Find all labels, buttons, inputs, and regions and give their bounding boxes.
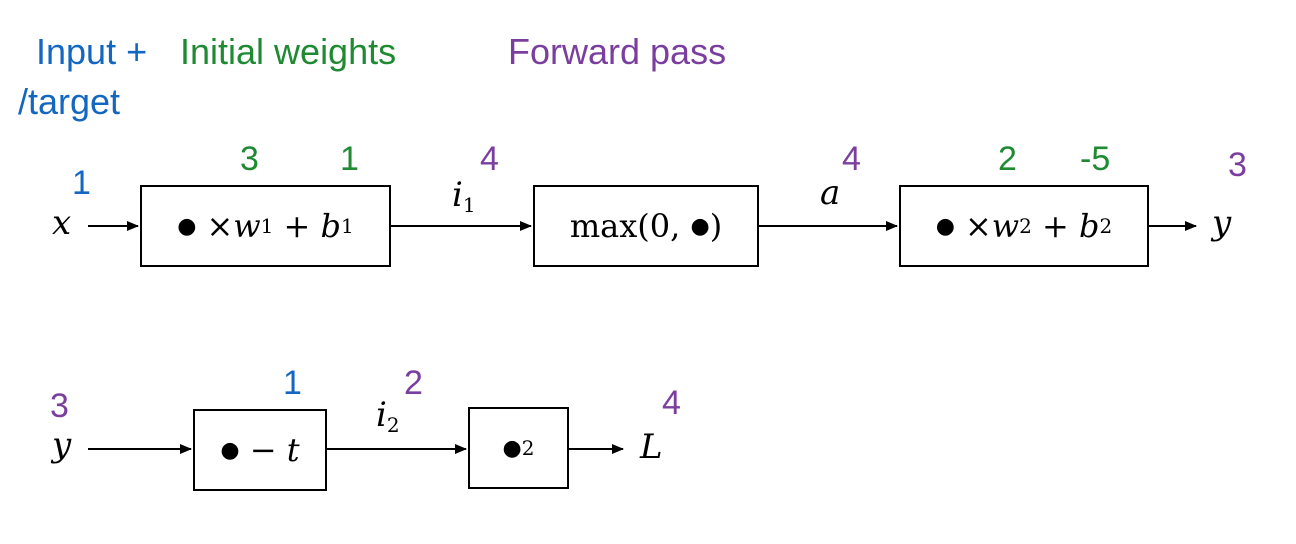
y-input-label: y bbox=[52, 425, 72, 465]
w1-symbol: w bbox=[233, 207, 261, 245]
multiply-symbol: × bbox=[964, 207, 992, 245]
bullet-symbol: ● bbox=[690, 213, 710, 239]
t-value: 1 bbox=[283, 364, 302, 402]
multiply-symbol: × bbox=[206, 207, 234, 245]
bullet-symbol: ● bbox=[220, 437, 240, 463]
i1-subscript: 1 bbox=[462, 193, 476, 217]
y-output-label: y bbox=[1212, 203, 1232, 243]
square-exponent: 2 bbox=[521, 436, 535, 460]
b1-subscript: 1 bbox=[341, 214, 354, 238]
b2-subscript: 2 bbox=[1099, 214, 1113, 238]
bullet-symbol: ● bbox=[935, 213, 955, 239]
a-value: 4 bbox=[842, 140, 861, 178]
subtract-target-box: ● − t bbox=[193, 409, 327, 491]
legend-forward-pass: Forward pass bbox=[508, 31, 727, 72]
y-output-value: 3 bbox=[1228, 146, 1247, 184]
loss-value: 4 bbox=[662, 384, 681, 422]
relu-box: max(0, ● ) bbox=[533, 185, 759, 267]
b1-value: 1 bbox=[340, 140, 359, 178]
i2-value: 2 bbox=[404, 364, 423, 402]
w2-value: 2 bbox=[998, 140, 1017, 178]
bullet-symbol: ● bbox=[502, 435, 522, 461]
max-text: max(0, bbox=[569, 207, 691, 245]
minus-symbol: − bbox=[239, 431, 287, 469]
i1-label: i1 bbox=[452, 178, 476, 215]
a-label: a bbox=[820, 173, 841, 213]
i2-label: i2 bbox=[376, 398, 400, 435]
w2-subscript: 2 bbox=[1019, 214, 1032, 238]
w1-subscript: 1 bbox=[260, 214, 274, 238]
x-label: x bbox=[52, 203, 72, 243]
close-paren: ) bbox=[709, 207, 723, 245]
legend-initial-weights: Initial weights bbox=[180, 31, 397, 72]
i2-symbol: i bbox=[376, 395, 387, 435]
x-value: 1 bbox=[72, 164, 91, 202]
plus-symbol: + bbox=[1031, 207, 1080, 245]
plus-symbol: + bbox=[273, 207, 321, 245]
i1-symbol: i bbox=[452, 175, 463, 215]
legend-input: Input + bbox=[36, 31, 148, 72]
t-symbol: t bbox=[286, 431, 300, 469]
i1-value: 4 bbox=[480, 140, 499, 178]
b2-symbol: b bbox=[1079, 207, 1100, 245]
legend-target: /target bbox=[18, 81, 121, 122]
i2-subscript: 2 bbox=[386, 413, 400, 437]
b1-symbol: b bbox=[320, 207, 342, 245]
b2-value: -5 bbox=[1080, 140, 1111, 178]
y-input-value: 3 bbox=[50, 387, 69, 425]
w1-value: 3 bbox=[240, 140, 259, 178]
square-box: ● 2 bbox=[468, 407, 569, 489]
w2-symbol: w bbox=[991, 207, 1020, 245]
loss-label: L bbox=[640, 427, 663, 467]
bullet-symbol: ● bbox=[177, 213, 197, 239]
